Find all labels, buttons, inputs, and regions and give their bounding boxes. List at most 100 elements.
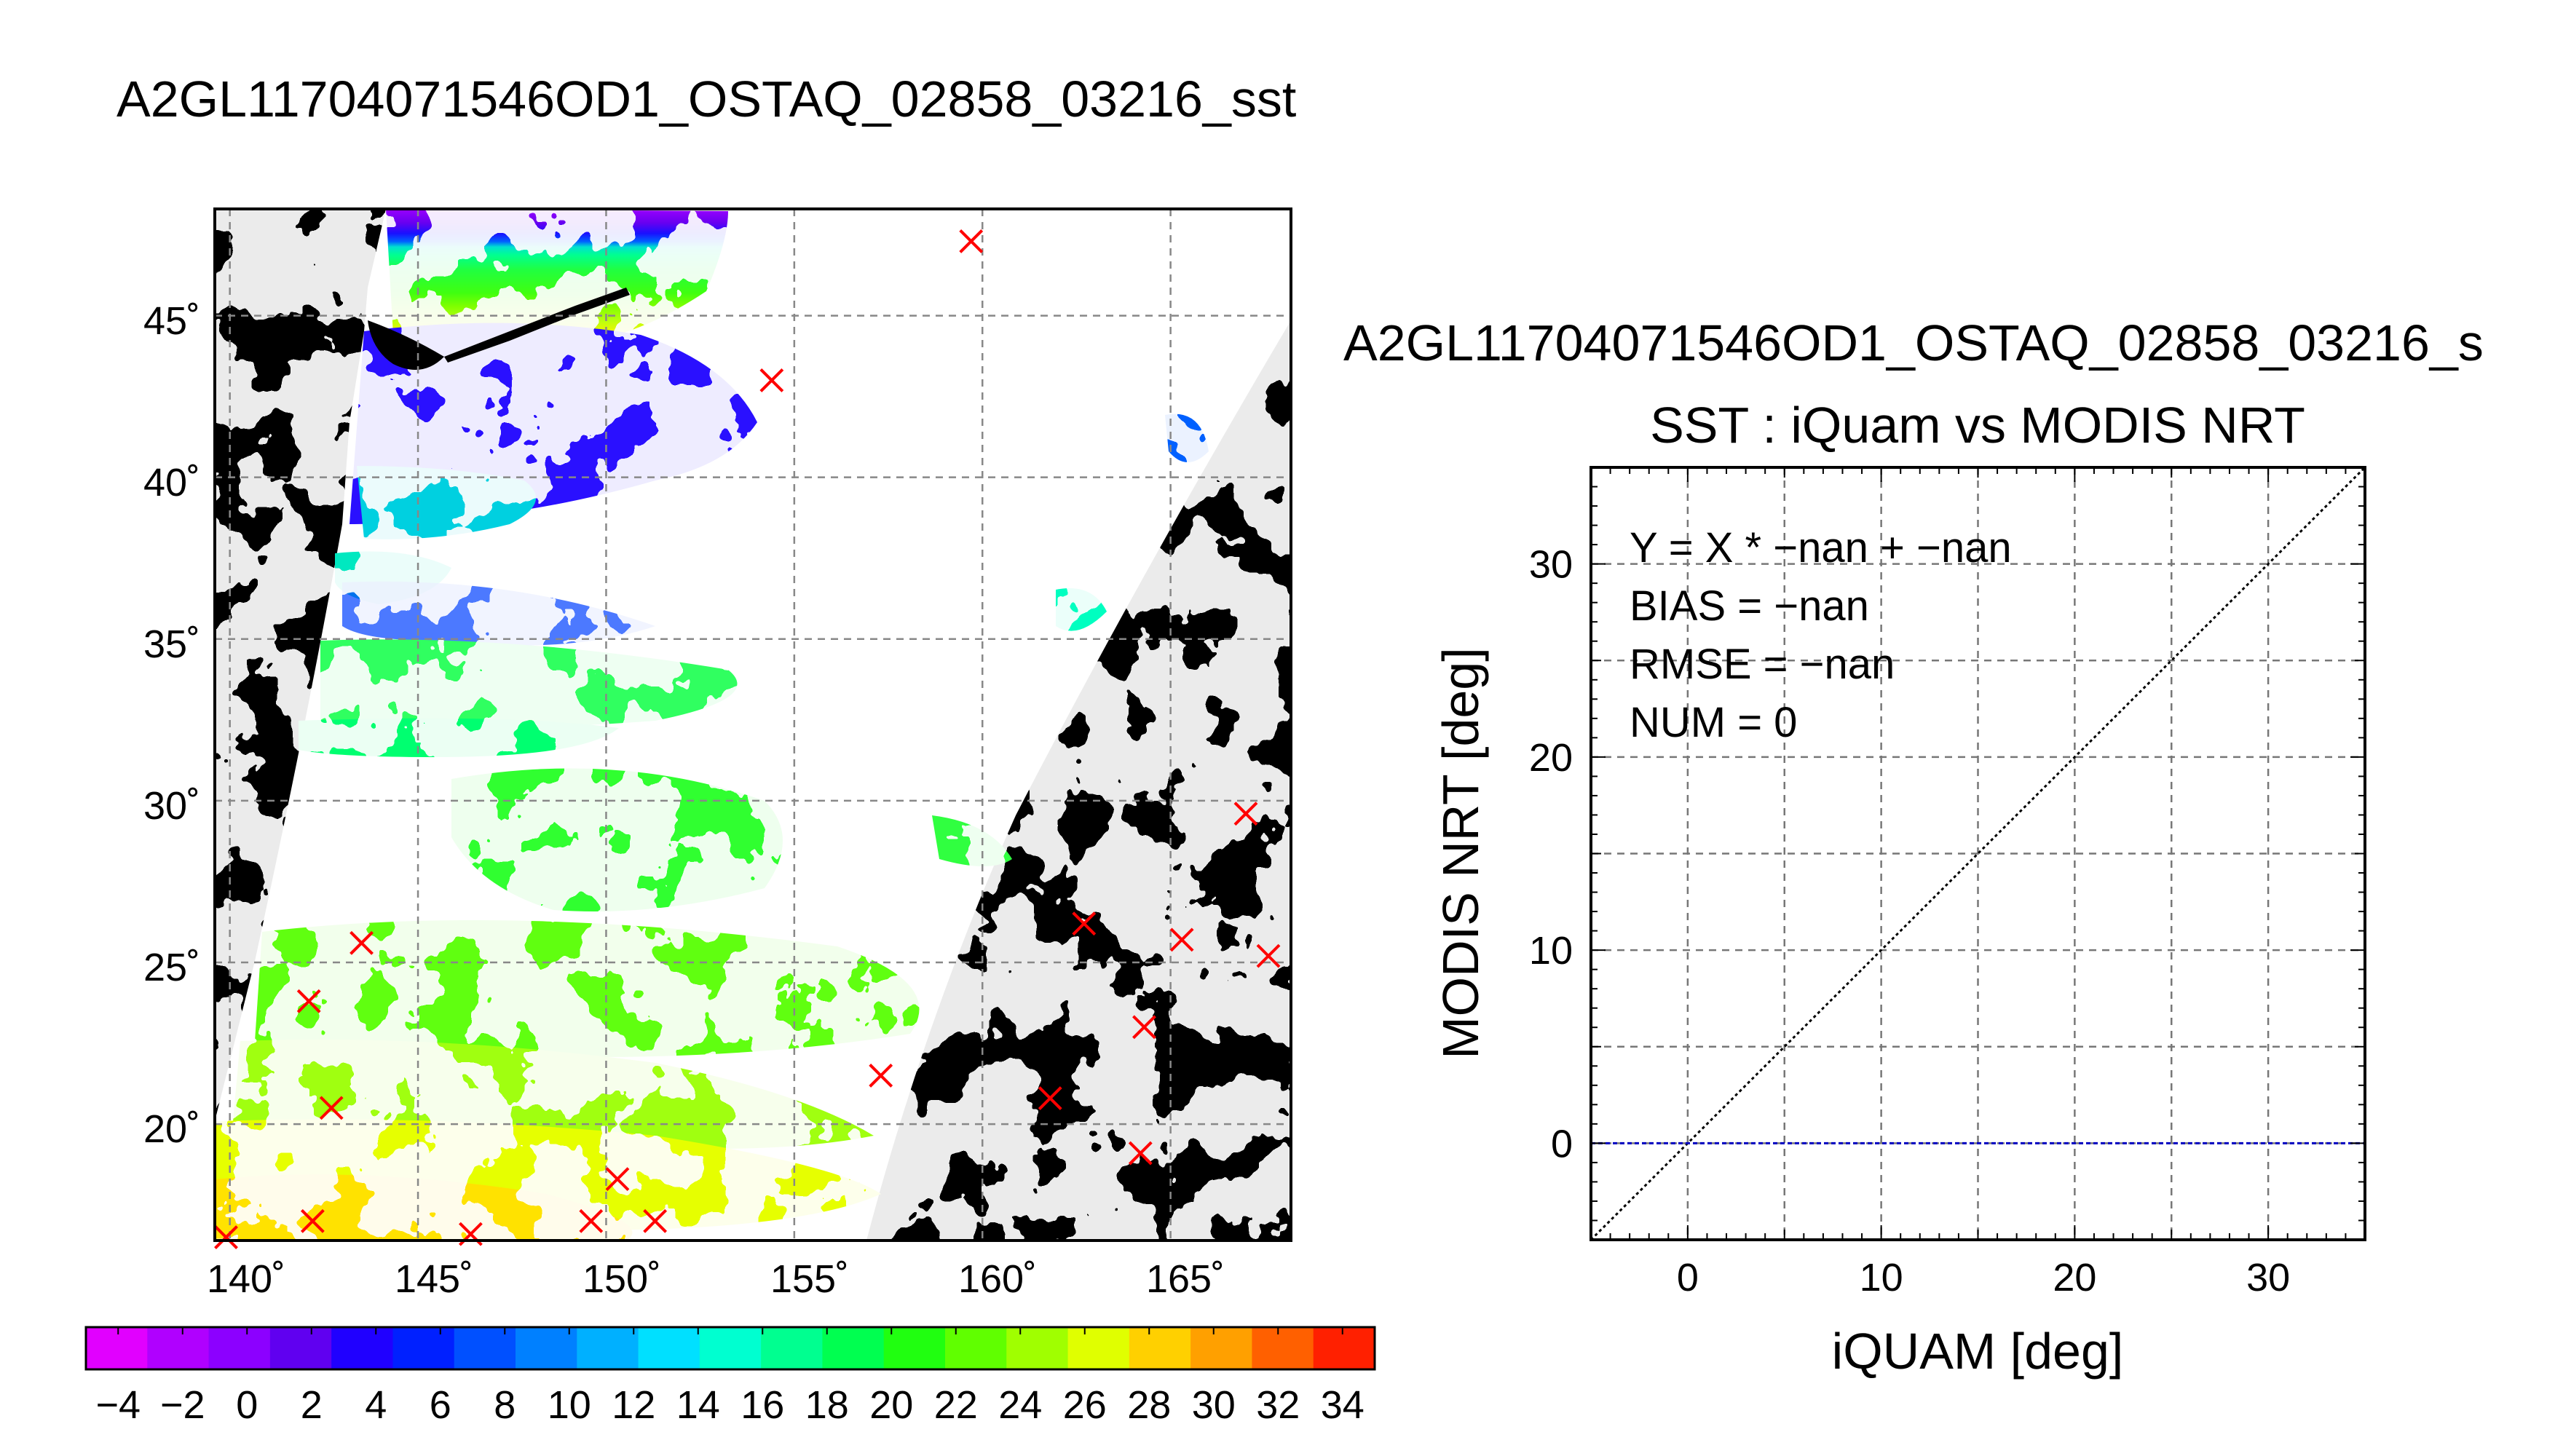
matchup-marker bbox=[1233, 802, 1258, 826]
colorbar-segment bbox=[331, 1327, 393, 1369]
matchup-marker bbox=[319, 1096, 344, 1120]
map-x-tick-label: 140˚ bbox=[207, 1257, 285, 1301]
colorbar-tick-labels: −4 −2 0 2 4 6 8 10 12 14 16 18 20 22 24 26 28 30 32 34 bbox=[95, 1383, 1364, 1427]
colorbar-tick-label: 6 bbox=[430, 1383, 451, 1427]
scatter-title-file: A2GL11704071546OD1_OSTAQ_02858_03216_s bbox=[1343, 314, 2484, 371]
matchup-marker bbox=[605, 1167, 630, 1192]
map-x-tick-label: 145˚ bbox=[395, 1257, 473, 1301]
colorbar-tick-label: −4 bbox=[95, 1383, 141, 1427]
map-x-tick-label: 150˚ bbox=[583, 1257, 661, 1301]
scatter-tick-labels: 0 10 20 30 0 10 20 30 bbox=[1529, 543, 2290, 1299]
map-frame bbox=[213, 207, 1292, 1242]
colorbar-tick-label: 16 bbox=[741, 1383, 784, 1427]
colorbar-tick-label: 18 bbox=[805, 1383, 849, 1427]
colorbar-segment bbox=[1006, 1327, 1069, 1369]
stats-num: NUM = 0 bbox=[1630, 699, 1797, 746]
identity-line bbox=[1591, 467, 2365, 1240]
scatter-x-tick-label: 20 bbox=[2053, 1256, 2096, 1299]
colorbar-segment bbox=[577, 1327, 639, 1369]
map-y-tick-label: 40˚ bbox=[143, 461, 200, 505]
stats-bias: BIAS = −nan bbox=[1630, 582, 1869, 630]
land-hokkaido bbox=[368, 320, 444, 370]
scatter-title: SST : iQuam vs MODIS NRT bbox=[1650, 397, 2305, 454]
scatter-y-tick-label: 0 bbox=[1551, 1122, 1573, 1166]
map-y-tick-label: 20˚ bbox=[143, 1107, 200, 1151]
matchup-marker bbox=[869, 1064, 893, 1088]
matchup-marker bbox=[300, 1208, 325, 1233]
scatter-frame bbox=[1590, 466, 2366, 1241]
colorbar-segment bbox=[516, 1327, 577, 1369]
matchup-marker bbox=[1169, 927, 1194, 952]
colorbar-tick-label: 28 bbox=[1127, 1383, 1171, 1427]
scatter-stats: Y = X * −nan + −nan BIAS = −nan RMSE = −… bbox=[1630, 524, 2012, 746]
colorbar-tick-label: 34 bbox=[1321, 1383, 1365, 1427]
colorbar-tick-label: 32 bbox=[1256, 1383, 1300, 1427]
colorbar-segment bbox=[1129, 1327, 1191, 1369]
stats-rmse: RMSE = −nan bbox=[1630, 641, 1895, 688]
map-y-tick-label: 25˚ bbox=[143, 946, 200, 989]
colorbar-segment bbox=[269, 1327, 332, 1369]
map-y-tick-label: 35˚ bbox=[143, 622, 200, 666]
colorbar-frame bbox=[84, 1326, 1376, 1371]
colorbar-tick-label: 24 bbox=[998, 1383, 1042, 1427]
map-title: A2GL11704071546OD1_OSTAQ_02858_03216_sst bbox=[117, 71, 1296, 127]
scatter-y-axis-label: MODIS NRT [deg] bbox=[1432, 647, 1489, 1059]
colorbar-segment bbox=[208, 1327, 271, 1369]
colorbar-segment bbox=[945, 1327, 1007, 1369]
map-x-tick-labels: 140˚ 145˚ 150˚ 155˚ 160˚ 165˚ bbox=[207, 1257, 1225, 1301]
matchup-marker bbox=[1256, 943, 1281, 968]
scatter-y-tick-label: 10 bbox=[1529, 929, 1573, 973]
scatter-x-axis-label: iQUAM [deg] bbox=[1832, 1323, 2124, 1380]
map-y-tick-label: 30˚ bbox=[143, 784, 200, 828]
colorbar-tick-label: 22 bbox=[934, 1383, 978, 1427]
colorbar-tick-label: 12 bbox=[612, 1383, 655, 1427]
matchup-marker bbox=[1132, 1015, 1156, 1040]
scatter-reference-lines bbox=[1591, 467, 2365, 1240]
map-x-tick-label: 160˚ bbox=[958, 1257, 1037, 1301]
scatter-x-tick-label: 30 bbox=[2246, 1256, 2290, 1299]
colorbar-segment bbox=[638, 1327, 700, 1369]
stats-regression: Y = X * −nan + −nan bbox=[1630, 524, 2012, 571]
scatter-x-tick-label: 0 bbox=[1677, 1256, 1699, 1299]
colorbar-segment bbox=[392, 1327, 455, 1369]
matchup-marker bbox=[759, 368, 784, 392]
colorbar-segment bbox=[699, 1327, 762, 1369]
colorbar-segment bbox=[1190, 1327, 1252, 1369]
map-x-tick-label: 165˚ bbox=[1146, 1257, 1225, 1301]
matchup-marker bbox=[959, 229, 984, 253]
colorbar-segment bbox=[1067, 1327, 1130, 1369]
scatter-x-tick-label: 10 bbox=[1860, 1256, 1903, 1299]
colorbar-segment bbox=[147, 1327, 210, 1369]
colorbar-segment bbox=[86, 1327, 148, 1369]
colorbar bbox=[86, 1327, 1375, 1369]
colorbar-segment bbox=[822, 1327, 885, 1369]
colorbar-segment bbox=[1313, 1327, 1375, 1369]
colorbar-tick-label: 4 bbox=[365, 1383, 387, 1427]
matchup-marker bbox=[643, 1208, 668, 1233]
colorbar-tick-label: 30 bbox=[1192, 1383, 1236, 1427]
map-gridlines bbox=[215, 209, 1291, 1241]
matchup-marker bbox=[1072, 911, 1097, 936]
scatter-gridlines bbox=[1591, 467, 2365, 1240]
matchup-marker bbox=[579, 1208, 604, 1233]
map-y-tick-label: 45˚ bbox=[143, 299, 200, 343]
matchup-marker bbox=[1128, 1141, 1153, 1166]
colorbar-tick-label: 20 bbox=[869, 1383, 913, 1427]
map-y-tick-labels: 45˚ 40˚ 35˚ 30˚ 25˚ 20˚ bbox=[143, 299, 200, 1151]
matchup-marker bbox=[214, 1225, 238, 1249]
colorbar-tick-label: 8 bbox=[494, 1383, 516, 1427]
map-x-tick-label: 155˚ bbox=[770, 1257, 849, 1301]
colorbar-tick-label: 14 bbox=[676, 1383, 720, 1427]
colorbar-segment bbox=[454, 1327, 516, 1369]
matchup-marker bbox=[350, 930, 374, 955]
colorbar-tick-label: 0 bbox=[236, 1383, 258, 1427]
colorbar-segment bbox=[761, 1327, 823, 1369]
matchup-marker bbox=[1038, 1086, 1062, 1110]
scatter-y-tick-label: 20 bbox=[1529, 736, 1573, 780]
colorbar-tick-label: 26 bbox=[1063, 1383, 1107, 1427]
colorbar-segment bbox=[1252, 1327, 1314, 1369]
cloud-mask bbox=[215, 209, 1291, 1241]
colorbar-tick-label: 2 bbox=[301, 1383, 323, 1427]
colorbar-tick-label: 10 bbox=[548, 1383, 591, 1427]
